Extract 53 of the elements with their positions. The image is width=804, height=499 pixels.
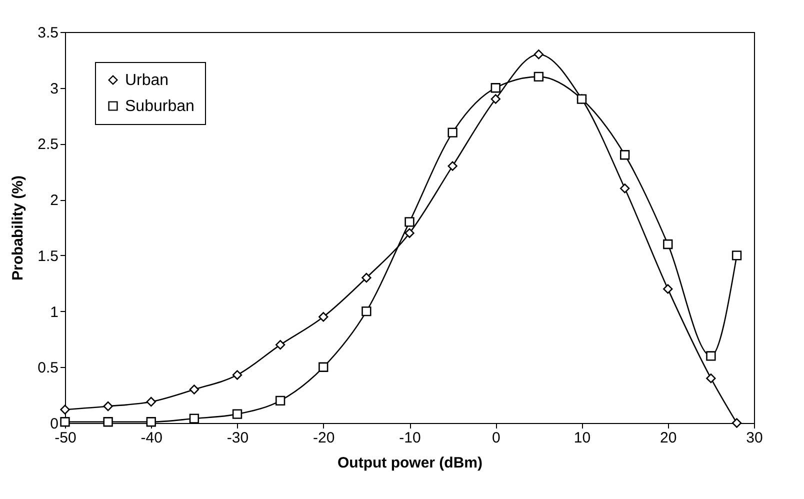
y-tick-label: 0.5	[38, 360, 58, 377]
point	[620, 150, 630, 160]
point	[146, 417, 156, 427]
y-tick-label: 1.5	[38, 248, 58, 265]
x-tick-label: 0	[492, 430, 500, 446]
legend-label: Urban	[125, 72, 169, 89]
y-tick-label: 0	[50, 416, 58, 432]
point	[404, 228, 414, 238]
point	[620, 184, 630, 194]
x-tick-label: 10	[574, 430, 591, 446]
point	[663, 239, 673, 250]
point	[60, 404, 70, 414]
point	[189, 384, 200, 394]
x-tick-label: 30	[746, 430, 763, 446]
point	[362, 306, 372, 316]
y-axis-title: Probability (%)	[10, 175, 27, 281]
point	[448, 161, 458, 171]
point	[103, 417, 113, 427]
x-tick-label: -50	[54, 430, 76, 446]
x-tick-label: -30	[226, 430, 249, 446]
point	[534, 72, 544, 82]
point	[146, 396, 156, 407]
point	[663, 284, 673, 294]
legend-label: Suburban	[125, 98, 194, 115]
point	[490, 94, 500, 104]
point	[275, 340, 286, 350]
y-tick-label: 3.5	[38, 24, 58, 42]
point	[232, 409, 242, 419]
point	[732, 418, 742, 428]
point	[448, 128, 458, 138]
point	[490, 83, 500, 93]
x-tick-label: -20	[313, 430, 335, 446]
point	[576, 94, 587, 104]
point	[706, 373, 716, 384]
point	[275, 396, 286, 406]
point	[404, 217, 414, 227]
point	[706, 351, 716, 361]
y-tick-label: 1	[50, 304, 58, 321]
x-axis-title: Output power (dBm)	[338, 454, 482, 472]
x-tick-label: -40	[140, 430, 162, 446]
point	[103, 401, 113, 412]
y-tick-label: 2.5	[38, 136, 58, 154]
point	[189, 414, 200, 424]
point	[732, 250, 742, 260]
x-tick-label: -10	[399, 430, 421, 446]
point	[534, 50, 544, 60]
point	[318, 312, 328, 322]
point	[362, 272, 372, 283]
y-tick-label: 2	[50, 192, 58, 210]
y-tick-label: 3	[50, 80, 58, 98]
point	[232, 370, 242, 380]
point	[318, 362, 328, 372]
x-tick-label: 20	[660, 430, 677, 446]
